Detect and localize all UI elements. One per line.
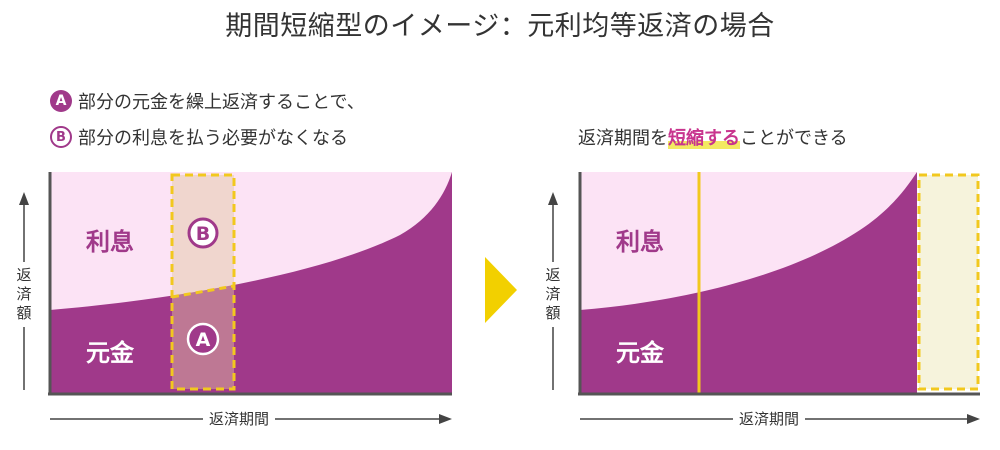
page-title: 期間短縮型のイメージ：元利均等返済の場合 [225, 11, 775, 42]
result-prefix: 返済期間を [578, 128, 668, 149]
left-x-arrow-head-icon [439, 414, 452, 424]
left-xlabel: 返済期間 [203, 408, 276, 429]
result-highlight: 短縮する [668, 128, 740, 149]
right-shortened-box [917, 173, 980, 391]
left-interest-label: 利息 [86, 228, 134, 256]
badge-a-icon: A [50, 90, 72, 112]
left-ylabel: 返済額 [14, 262, 34, 327]
left-highlight-box [170, 173, 236, 391]
left-divider-line [171, 284, 235, 299]
right-chart: 利息 元金 [548, 172, 980, 424]
right-interest-label: 利息 [616, 228, 664, 256]
badge-b-icon: B [50, 126, 72, 148]
transition-arrow-icon [485, 257, 517, 323]
result-suffix: ことができる [740, 128, 848, 149]
left-chart: B A 利息 元金 [19, 172, 452, 424]
legend-line-b: B 部分の利息を払う必要がなくなる [50, 124, 348, 150]
result-caption: 返済期間を短縮することができる [578, 124, 848, 150]
marker-a-label: A [196, 329, 211, 351]
right-principal-label: 元金 [616, 339, 665, 367]
marker-b-label: B [196, 223, 210, 245]
right-x-arrow-head-icon [967, 414, 980, 424]
left-principal-area [50, 172, 452, 394]
legend-text-b: 部分の利息を払う必要がなくなる [78, 128, 348, 149]
marker-b-icon [187, 217, 219, 249]
right-xlabel: 返済期間 [733, 408, 806, 429]
left-highlight-fill [172, 175, 234, 389]
left-y-arrow-head-icon [19, 192, 29, 205]
right-y-arrow-head-icon [548, 192, 558, 205]
left-principal-label: 元金 [86, 339, 135, 367]
right-ylabel: 返済額 [543, 262, 563, 327]
right-principal-area [580, 172, 917, 394]
legend-text-a: 部分の元金を繰上返済することで、 [78, 92, 365, 113]
legend-line-a: A 部分の元金を繰上返済することで、 [50, 88, 365, 114]
marker-a-icon [186, 322, 220, 356]
